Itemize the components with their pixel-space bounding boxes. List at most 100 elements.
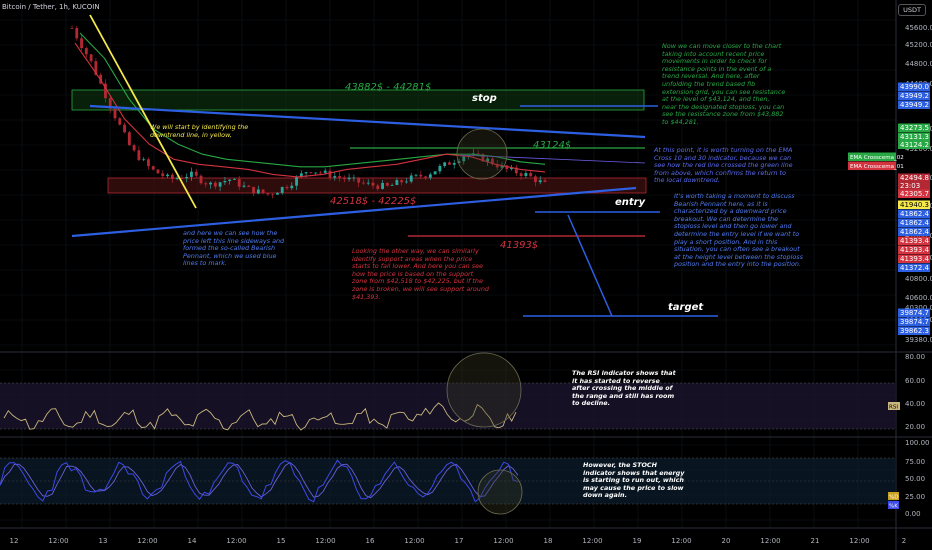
pennant-upper-line [89,104,646,139]
ema-fast-line [74,42,546,178]
stoch-k-line [0,459,519,503]
price-tag-label: 43124.2 [900,141,929,149]
candle-body [127,132,131,146]
stoch-d-line [0,461,519,499]
candle-body [414,174,418,176]
price-tag [898,227,930,236]
rsi-line [3,402,517,431]
price-tag [898,181,930,190]
ema-legend-tag [848,152,896,161]
candle-body [147,159,150,167]
candle-body [438,165,442,172]
price-tag [898,263,930,272]
candle-body [113,108,117,119]
candle-body [190,171,193,177]
candle-body [452,162,456,165]
candle-body [209,182,212,185]
candle-body [80,38,83,49]
candle-body [84,48,88,55]
stoch-highlight [477,469,523,515]
currency-button[interactable]: USDT [898,4,926,16]
candle-body [218,182,222,187]
time-tick-label: 12 [10,537,19,545]
price-tag-label: 41393.4 [900,237,929,245]
candle-body [166,174,169,177]
candle-body [400,180,404,183]
candle-body [175,178,179,180]
price-tag-label: 41372.4 [900,264,929,272]
candle-body [204,183,208,185]
candle-body [409,175,413,182]
candle-body [538,180,542,183]
time-tick-label: 14 [188,537,197,545]
downtrend-yellow-line [89,14,197,209]
rsi-tick-label: 80.00 [905,353,925,361]
candle-body [338,176,341,178]
candle-body [405,181,408,183]
candle-body [433,171,437,175]
candle-body [185,176,189,179]
price-tag-label: 23:03 [900,182,920,190]
candle-body [457,161,461,163]
stoch-tag-label: %K [889,504,898,510]
price-tag-label: 41862.4 [900,210,929,218]
stoch-tick-label: 75.00 [905,458,925,466]
time-tick-label: 12:00 [48,537,68,545]
price-tag-label: 41862.4 [900,219,929,227]
price-tag-label: 41393.4 [900,246,929,254]
candle-body [252,186,255,194]
time-tick-label: 12:00 [671,537,691,545]
resistance-zone [71,89,645,111]
candle-body [395,180,399,185]
rsi-tick-label: 40.00 [905,400,925,408]
candle-body [309,172,313,173]
rsi-tick-label: 60.00 [905,377,925,385]
candle-body [366,182,370,184]
price-tag-label: 43949.2 [900,101,929,109]
support-note: Looking the other way, we can similarly … [352,247,489,301]
candle-body [323,170,327,173]
candle-body [314,172,318,174]
candle-body [137,150,141,161]
candle-body [462,156,466,162]
candle-body [299,173,303,177]
candle-body [276,192,279,195]
ema-slow-line [79,32,546,168]
rsi-tick-label: 20.00 [905,423,925,431]
price-tick-label: 40600.0 [905,294,932,302]
time-tick-label: 18 [544,537,553,545]
candle-body [266,193,270,195]
stoch-tick-label: 0.00 [905,510,921,518]
time-tick-label: 12:00 [137,537,157,545]
rsi-highlight [446,352,522,428]
symbol-title[interactable]: Bitcoin / Tether, 1h, KUCOIN [2,3,100,11]
target-label: target [668,302,704,313]
time-tick-label: 12:00 [226,537,246,545]
price-tick-label: 39380.0 [905,336,932,344]
candle-body [390,184,394,186]
price-tag [898,254,930,263]
candle-body [180,178,184,179]
ema-legend-label: EMA Crosscema_01 [850,164,904,170]
candle-body [108,98,112,109]
price-tag [898,123,930,132]
time-tick-label: 2 [902,537,906,545]
time-tick-label: 16 [366,537,375,545]
candle-body [319,172,322,174]
rsi-tag [888,402,900,410]
level-43124-label: 43124$ [533,140,571,151]
price-tag-label: 39874.7 [900,318,929,326]
support-zone [107,177,647,194]
ema-legend-label: EMA Crosscema_02 [850,155,904,161]
candle-body [170,174,174,180]
candle-body [213,182,217,187]
price-tag-label: 39874.7 [900,309,929,317]
time-tick-label: 19 [633,537,642,545]
candle-body [295,176,298,186]
time-tick-label: 21 [811,537,820,545]
support-zone-label: 42518$ - 42225$ [330,196,416,207]
candle-body [491,158,494,165]
candle-body [448,162,451,165]
price-tick-label: 44800.0 [905,60,932,68]
